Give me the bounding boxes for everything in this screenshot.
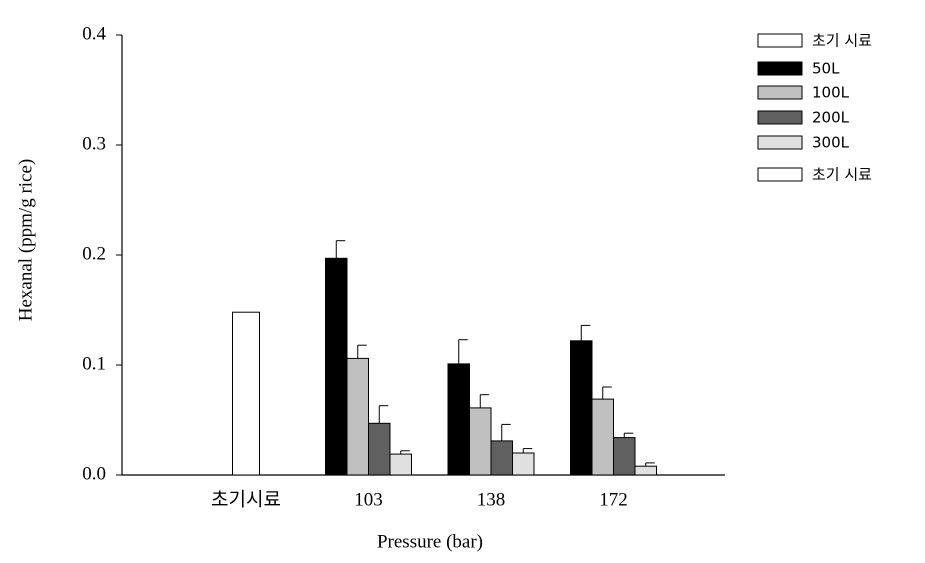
- legend-swatch: [757, 33, 803, 48]
- x-axis-title: Pressure (bar): [377, 531, 483, 552]
- y-tick-label: 0.3: [82, 133, 106, 154]
- y-tick-label: 0.2: [82, 243, 106, 264]
- legend-label: 50L: [812, 60, 840, 78]
- x-tick-label: 초기시료: [211, 488, 281, 510]
- y-tick-label: 0.4: [82, 23, 106, 44]
- x-tick-label: 103: [354, 489, 383, 510]
- legend-label: 200L: [812, 109, 850, 127]
- bar: [591, 398, 614, 476]
- bar: [634, 465, 657, 476]
- y-axis-title: Hexanal (ppm/g rice): [15, 159, 36, 321]
- bar: [389, 453, 412, 476]
- bar: [368, 422, 391, 476]
- bar: [490, 440, 513, 476]
- legend-label: 100L: [812, 84, 850, 102]
- legend-swatch: [757, 85, 803, 100]
- bar: [447, 363, 470, 476]
- legend-swatch: [757, 110, 803, 125]
- x-tick-label: 138: [477, 489, 506, 510]
- y-tick-label: 0.0: [82, 463, 106, 484]
- bar: [325, 257, 348, 476]
- legend-swatch: [757, 167, 803, 182]
- legend-swatch: [757, 135, 803, 150]
- bar: [469, 407, 492, 476]
- bar: [570, 340, 593, 476]
- bar: [232, 311, 260, 476]
- legend-swatch: [757, 61, 803, 76]
- bar: [613, 437, 636, 476]
- legend-label: 초기 시료: [812, 32, 872, 50]
- x-tick-label: 172: [599, 489, 628, 510]
- bar: [512, 452, 535, 476]
- legend-label: 초기 시료: [812, 166, 872, 184]
- legend-label: 300L: [812, 134, 850, 152]
- bar: [346, 357, 369, 476]
- y-tick-label: 0.1: [82, 353, 106, 374]
